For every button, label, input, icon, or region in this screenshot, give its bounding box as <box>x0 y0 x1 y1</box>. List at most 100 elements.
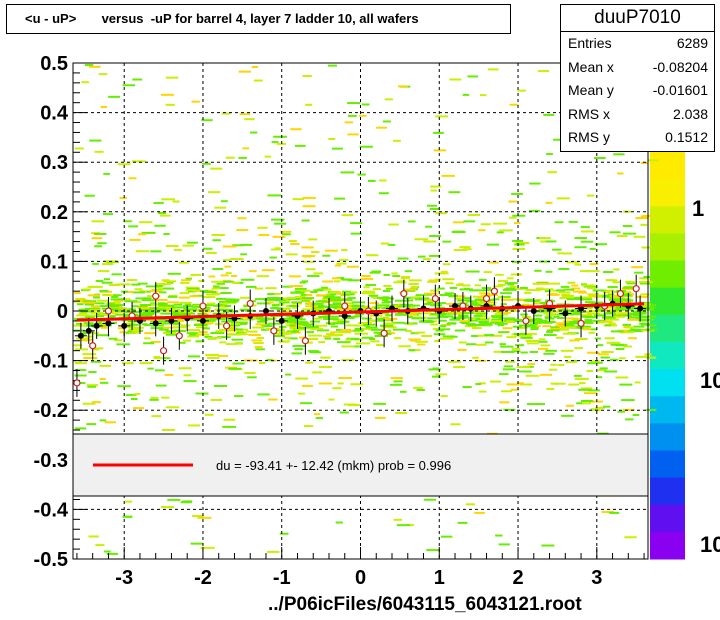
histogram-cell <box>588 400 603 403</box>
histogram-cell <box>278 325 287 328</box>
histogram-cell <box>384 98 393 101</box>
histogram-cell <box>94 245 103 248</box>
histogram-cell <box>475 383 482 386</box>
histogram-cell <box>82 402 96 405</box>
histogram-cell <box>646 304 657 307</box>
histogram-cell <box>325 333 335 336</box>
histogram-cell <box>546 330 554 333</box>
histogram-cell <box>113 339 123 342</box>
histogram-cell <box>595 406 605 409</box>
histogram-cell <box>635 355 650 358</box>
histogram-cell <box>90 311 104 314</box>
histogram-cell <box>341 358 355 361</box>
histogram-cell <box>609 511 620 514</box>
histogram-cell <box>484 293 498 296</box>
histogram-cell <box>582 328 592 331</box>
histogram-cell <box>587 362 599 365</box>
histogram-cell <box>318 365 333 368</box>
histogram-cell <box>310 327 324 330</box>
histogram-cell <box>537 70 550 73</box>
histogram-cell <box>301 280 309 283</box>
histogram-cell <box>362 305 371 308</box>
histogram-cell <box>488 334 503 337</box>
histogram-cell <box>304 425 314 428</box>
histogram-cell <box>88 535 99 538</box>
histogram-cell <box>165 312 174 315</box>
histogram-cell <box>74 362 88 365</box>
histogram-cell <box>448 191 461 194</box>
histogram-cell <box>573 311 586 314</box>
histogram-cell <box>554 221 564 224</box>
histogram-cell <box>197 312 207 315</box>
histogram-cell <box>294 287 307 290</box>
histogram-cell <box>302 75 312 78</box>
histogram-cell <box>328 298 341 301</box>
histogram-cell <box>503 296 511 299</box>
histogram-cell <box>532 302 547 305</box>
histogram-cell <box>602 294 613 297</box>
histogram-cell <box>495 534 503 537</box>
histogram-cell <box>189 295 200 298</box>
histogram-cell <box>576 402 583 405</box>
histogram-cell <box>361 103 370 106</box>
histogram-cell <box>288 275 301 278</box>
histogram-cell <box>174 329 182 332</box>
histogram-cell <box>133 407 145 410</box>
histogram-cell <box>573 374 582 377</box>
histogram-cell <box>370 340 380 343</box>
histogram-cell <box>361 275 371 278</box>
histogram-cell <box>461 321 470 324</box>
histogram-cell <box>290 243 300 246</box>
histogram-cell <box>101 281 113 284</box>
histogram-cell <box>290 291 303 294</box>
histogram-cell <box>558 291 571 294</box>
histogram-cell <box>161 198 175 201</box>
histogram-cell <box>463 297 472 300</box>
histogram-cell <box>588 389 600 392</box>
stats-value: 6289 <box>676 35 708 51</box>
histogram-cell <box>538 260 551 263</box>
histogram-cell <box>612 301 626 304</box>
histogram-cell <box>463 248 472 251</box>
histogram-cell <box>81 81 89 84</box>
histogram-cell <box>294 328 306 331</box>
histogram-cell <box>534 269 542 272</box>
outlier-point <box>301 337 309 345</box>
histogram-cell <box>562 252 573 255</box>
histogram-cell <box>603 270 614 273</box>
histogram-cell <box>103 172 111 175</box>
histogram-cell <box>78 312 88 315</box>
histogram-cell <box>286 320 296 323</box>
histogram-cell <box>555 324 565 327</box>
histogram-cell <box>240 278 255 281</box>
histogram-cell <box>615 308 625 311</box>
histogram-cell <box>478 390 487 393</box>
histogram-cell <box>82 288 92 291</box>
histogram-cell <box>512 298 523 301</box>
histogram-cell <box>243 359 258 362</box>
histogram-cell <box>280 230 292 233</box>
histogram-cell <box>160 214 171 217</box>
histogram-cell <box>245 285 257 288</box>
histogram-cell <box>632 330 644 333</box>
histogram-cell <box>231 338 244 341</box>
histogram-cell <box>343 302 354 305</box>
histogram-cell <box>289 324 296 327</box>
histogram-cell <box>274 222 287 225</box>
histogram-cell <box>618 307 632 310</box>
histogram-cell <box>580 387 593 390</box>
histogram-cell <box>267 301 274 304</box>
histogram-cell <box>179 301 192 304</box>
color-scale-segment <box>650 504 685 533</box>
histogram-cell <box>150 303 164 306</box>
histogram-cell <box>346 265 359 268</box>
histogram-cell <box>173 248 182 251</box>
histogram-cell <box>299 289 311 292</box>
histogram-cell <box>581 230 595 233</box>
histogram-cell <box>139 290 147 293</box>
histogram-cell <box>340 278 353 281</box>
histogram-cell <box>514 243 525 246</box>
histogram-cell <box>258 234 270 237</box>
histogram-cell <box>230 258 244 261</box>
histogram-cell <box>162 326 176 329</box>
